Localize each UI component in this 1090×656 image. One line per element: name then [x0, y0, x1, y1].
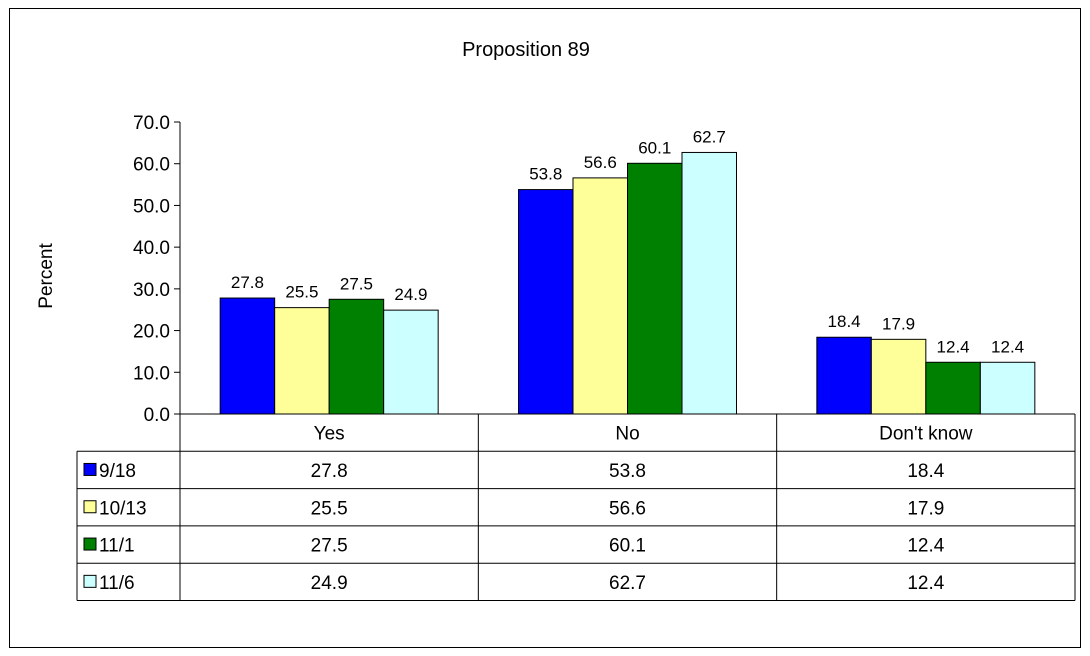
- bar-11-1-2: [925, 361, 981, 415]
- bar-9-18-0: [219, 297, 276, 415]
- x-category-label: Don't know: [879, 424, 973, 445]
- y-tick-label: 70.0: [133, 113, 170, 134]
- bar-11-1-0: [328, 298, 385, 415]
- bars-group: [219, 151, 1036, 415]
- table-cell: 12.4: [907, 573, 944, 594]
- table-cell: 60.1: [609, 536, 646, 557]
- y-tick-label: 20.0: [133, 322, 170, 343]
- data-label: 25.5: [285, 283, 318, 302]
- data-table: Yes No Don't know 9/18 27.8 53.8 18.4 10/13 25.5…: [76, 413, 1076, 601]
- legend-label: 10/13: [99, 498, 147, 519]
- table-cell: 24.9: [311, 573, 348, 594]
- data-label: 17.9: [882, 314, 915, 333]
- legend-label: 11/6: [99, 573, 135, 594]
- chart-frame: Proposition 89 Percent 0.0 10.0 20.0 30.0 40…: [9, 8, 1081, 648]
- y-tick-label: 0.0: [144, 405, 170, 426]
- data-label: 12.4: [991, 337, 1024, 356]
- legend-label: 11/1: [99, 536, 135, 557]
- table-cell: 62.7: [609, 573, 646, 594]
- y-tick-label: 50.0: [133, 196, 170, 217]
- table-cell: 53.8: [609, 461, 646, 482]
- x-category-label: Yes: [314, 424, 345, 445]
- bar-9-18-1: [518, 189, 574, 415]
- data-label: 56.6: [584, 153, 617, 172]
- table-cell: 27.8: [311, 461, 348, 482]
- data-labels-group: 27.8 53.8 18.4 25.5 56.6 17.9 27.5 60.1 12.4 24.9…: [231, 127, 1024, 356]
- bar-9-18-2: [816, 336, 872, 415]
- data-label: 62.7: [693, 127, 726, 146]
- y-tick-label: 60.0: [133, 155, 170, 176]
- y-tick-label: 40.0: [133, 238, 170, 259]
- data-label: 18.4: [828, 312, 861, 331]
- legend-swatch: [83, 537, 97, 551]
- y-tick-label: 30.0: [133, 280, 170, 301]
- bar-10-13-2: [870, 338, 927, 415]
- y-axis-label: Percent: [36, 243, 57, 309]
- legend-swatch: [83, 574, 97, 588]
- table-cell: 18.4: [907, 461, 944, 482]
- x-category-label: No: [615, 424, 639, 445]
- bar-10-13-0: [274, 307, 330, 415]
- y-tick-label: 10.0: [133, 363, 170, 384]
- table-cell: 12.4: [907, 536, 944, 557]
- data-label: 12.4: [937, 337, 970, 356]
- chart-svg: Proposition 89 Percent 0.0 10.0 20.0 30.0 40…: [36, 39, 1076, 601]
- legend-label: 9/18: [99, 461, 136, 482]
- data-label: 27.5: [340, 274, 373, 293]
- table-cell: 27.5: [311, 536, 348, 557]
- bar-11-6-1: [681, 151, 737, 415]
- table-cell: 25.5: [311, 498, 348, 519]
- bar-11-6-2: [979, 361, 1036, 415]
- data-label: 24.9: [394, 285, 427, 304]
- data-label: 60.1: [638, 138, 671, 157]
- data-label: 27.8: [231, 273, 264, 292]
- bar-10-13-1: [572, 177, 628, 415]
- axis-group: 0.0 10.0 20.0 30.0 40.0 50.0 60.0 70.0: [133, 113, 181, 426]
- bar-11-1-1: [627, 162, 683, 415]
- bar-11-6-0: [383, 309, 439, 415]
- legend-swatch: [83, 500, 97, 514]
- data-label: 53.8: [529, 165, 562, 184]
- chart-title: Proposition 89: [462, 39, 590, 61]
- table-cell: 56.6: [609, 498, 646, 519]
- legend-swatch: [83, 462, 97, 476]
- table-cell: 17.9: [907, 498, 944, 519]
